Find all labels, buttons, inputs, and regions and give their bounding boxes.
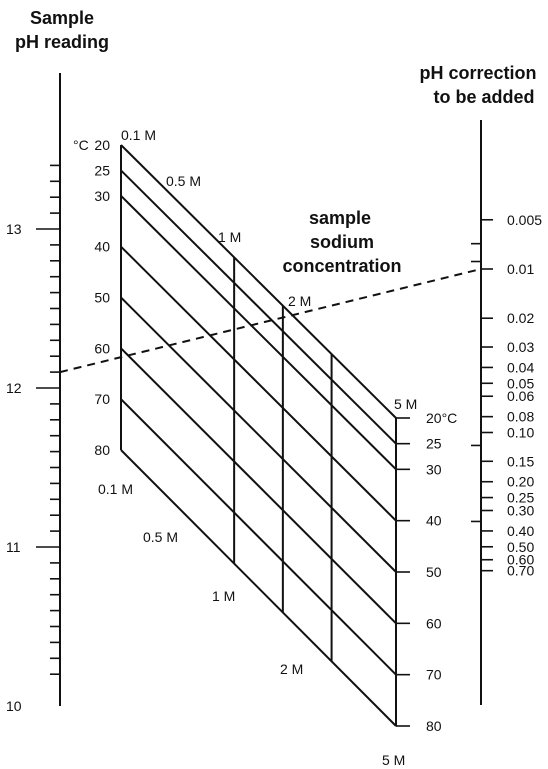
concentration-bottom-label: 1 M: [212, 588, 235, 604]
grid-title: sample: [309, 208, 371, 228]
right-scale-title: pH correction: [419, 63, 536, 83]
correction-tick-label: 0.03: [507, 339, 534, 355]
ph-tick-label: 11: [6, 539, 21, 555]
temperature-line: [120, 347, 397, 625]
grid-title-line2: sodium: [310, 232, 374, 252]
temperature-right-label: 80: [426, 718, 442, 734]
correction-tick-label: 0.20: [507, 474, 534, 490]
correction-tick-label: 0.60: [507, 552, 534, 568]
concentration-top-label: 5 M: [394, 396, 417, 412]
concentration-top-label: 0.5 M: [166, 173, 201, 189]
temperature-right-label: 70: [426, 667, 442, 683]
temperature-right-label: 20°C: [426, 410, 457, 426]
temperature-line: [120, 296, 397, 573]
correction-tick-label: 0.15: [507, 453, 534, 469]
temperature-right-label: 25: [426, 436, 442, 452]
concentration-top-label: 0.1 M: [121, 127, 156, 143]
temperature-right-label: 30: [426, 461, 442, 477]
concentration-bottom-label: 2 M: [280, 661, 303, 677]
temperature-unit-label: °C: [73, 137, 89, 153]
temperature-line: [120, 398, 397, 676]
ph-tick-label: 10: [6, 698, 22, 714]
temperature-line: [120, 245, 397, 522]
concentration-bottom-label: 0.5 M: [143, 529, 178, 545]
temperature-left-label: 40: [94, 239, 110, 255]
correction-tick-label: 0.30: [507, 503, 534, 519]
temperature-left-label: 80: [94, 442, 110, 458]
temperature-left-label: 20: [94, 137, 110, 153]
temperature-line: [120, 195, 397, 471]
correction-tick-label: 0.05: [507, 375, 534, 391]
ph-correction-axis: 0.005 0.01 0.02 0.03 0.040.050.06 0.080.10 0.1…: [471, 120, 542, 705]
temperature-right-label: 60: [426, 615, 442, 631]
left-scale-title-line2: pH reading: [15, 32, 109, 52]
correction-tick-label: 0.02: [507, 310, 534, 326]
correction-tick-label: 0.04: [507, 359, 534, 375]
concentration-bottom-label: 0.1 M: [98, 481, 133, 497]
temperature-left-label: 50: [94, 290, 110, 306]
concentration-top-label: 2 M: [288, 293, 311, 309]
ph-tick-label: 13: [6, 221, 22, 237]
correction-tick-label: 0.25: [507, 490, 534, 506]
correction-tick-label: 0.01: [507, 261, 534, 277]
left-scale-title: Sample: [30, 8, 94, 28]
concentration-bottom-label: 5 M: [382, 752, 405, 768]
ph-tick-label: 12: [6, 380, 22, 396]
temperature-line: [120, 169, 397, 445]
concentration-top-label: 1 M: [218, 229, 241, 245]
ph-reading-axis: 13 12 11 10: [6, 73, 61, 714]
correction-tick-label: 0.10: [507, 425, 534, 441]
correction-tick-label: 0.70: [507, 563, 534, 579]
temperature-left-label: 25: [94, 162, 110, 178]
correction-tick-label: 0.50: [507, 539, 534, 555]
sodium-concentration-grid: °C 20 20°C 25 25 30 30 40 40 50 50 60 60 70 70 80 80 0.1…: [73, 127, 457, 768]
temperature-right-label: 40: [426, 513, 442, 529]
temperature-left-label: 30: [94, 188, 110, 204]
correction-tick-label: 0.06: [507, 388, 534, 404]
temperature-line: [120, 144, 397, 419]
temperature-right-label: 50: [426, 564, 442, 580]
temperature-left-label: 60: [94, 340, 110, 356]
temperature-line: [120, 449, 397, 727]
right-scale-title-line2: to be added: [433, 87, 534, 107]
correction-tick-label: 0.005: [507, 212, 542, 228]
example-dashed-line: [59, 268, 482, 374]
grid-title-line3: concentration: [282, 256, 401, 276]
temperature-left-label: 70: [94, 391, 110, 407]
example-line-group: [59, 268, 482, 374]
correction-tick-label: 0.40: [507, 523, 534, 539]
correction-tick-label: 0.08: [507, 409, 534, 425]
